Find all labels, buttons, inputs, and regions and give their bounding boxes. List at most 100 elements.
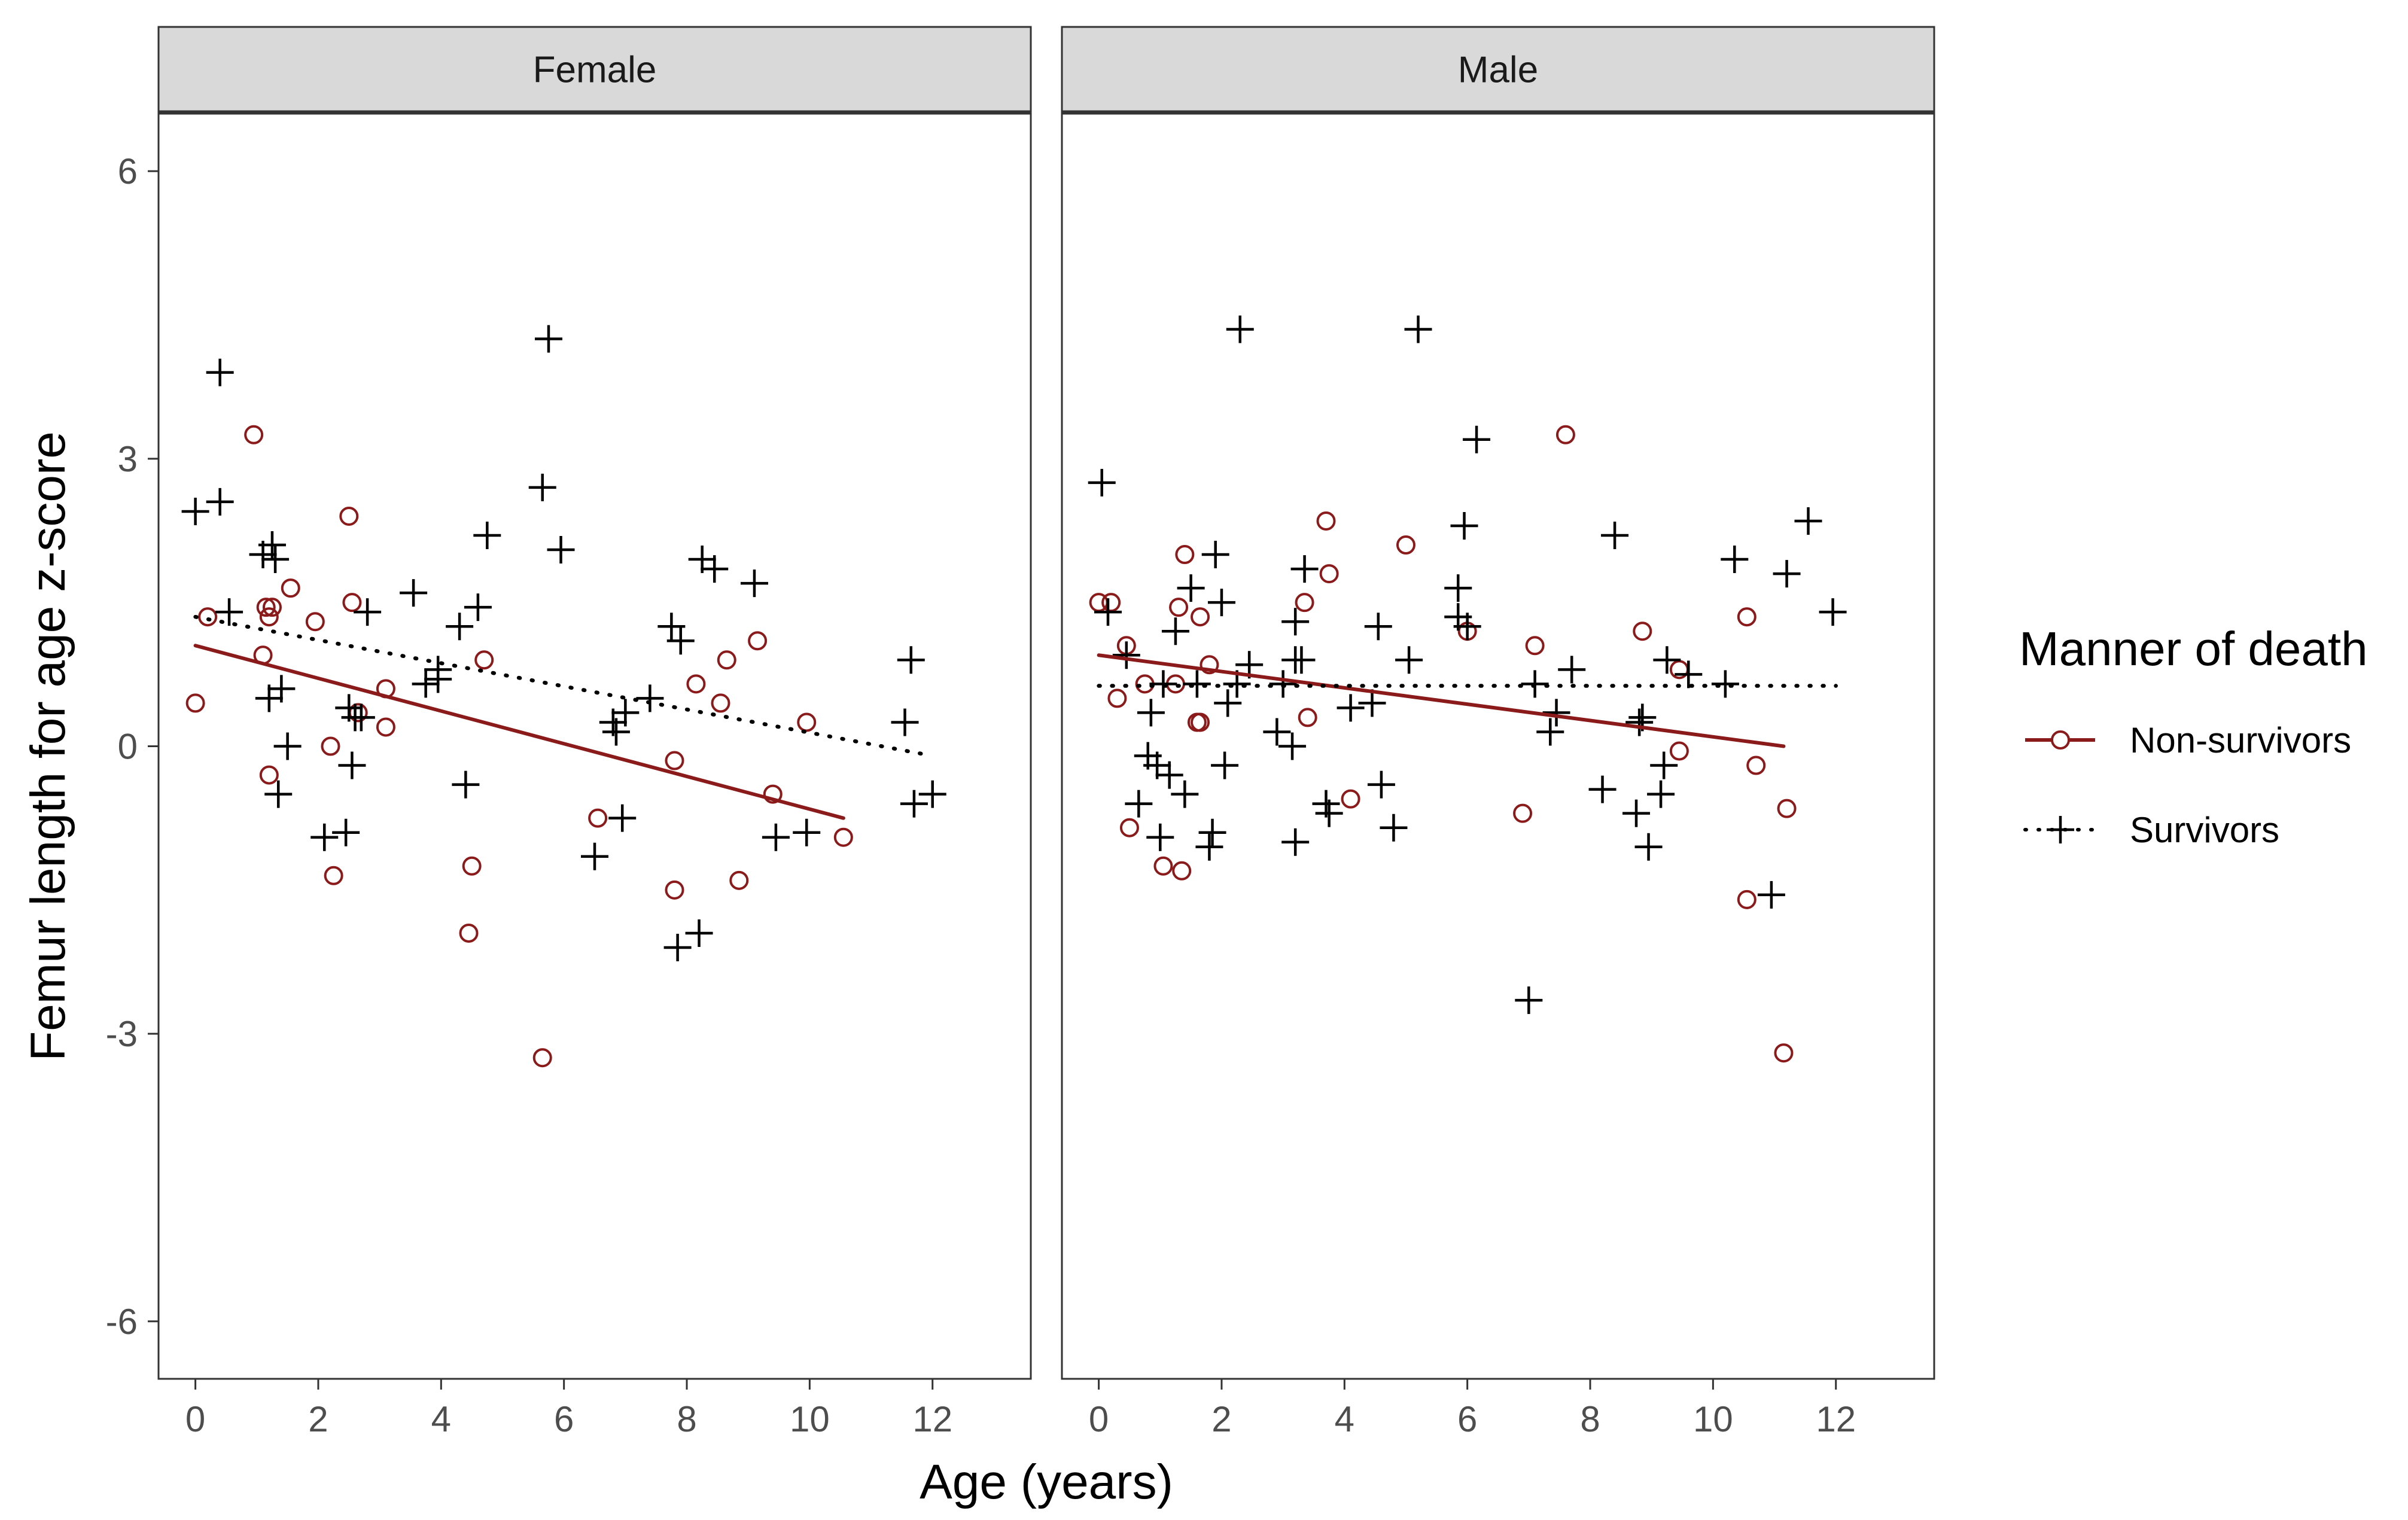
data-point-plus bbox=[1137, 699, 1165, 727]
x-tick-label: 6 bbox=[554, 1399, 574, 1439]
data-point-circle bbox=[1175, 545, 1195, 565]
data-point-plus bbox=[1358, 689, 1386, 717]
data-point-plus bbox=[701, 555, 729, 583]
data-point-plus bbox=[1463, 425, 1491, 453]
series-survivors-male bbox=[1088, 315, 1847, 1015]
y-tick-label: 0 bbox=[118, 727, 138, 767]
data-point-plus bbox=[1721, 546, 1749, 574]
data-point-circle bbox=[376, 717, 395, 737]
data-point-plus bbox=[1634, 833, 1663, 861]
data-point-plus bbox=[1650, 751, 1678, 779]
data-point-plus bbox=[636, 684, 664, 712]
data-point-plus bbox=[1278, 732, 1307, 760]
trend-line-non-survivors bbox=[193, 644, 845, 820]
data-point-circle bbox=[729, 870, 749, 890]
data-point-plus bbox=[215, 598, 243, 626]
data-point-circle bbox=[665, 880, 684, 900]
data-point-circle bbox=[833, 827, 853, 847]
data-point-plus bbox=[258, 531, 286, 559]
data-point-plus bbox=[347, 703, 375, 732]
data-point-plus bbox=[1155, 761, 1183, 789]
data-point-plus bbox=[1177, 574, 1205, 602]
panel-female: Female 0 2 4 6 8 10 12 -6 -3 0 3 6 bbox=[106, 26, 1032, 1439]
data-point-circle bbox=[1119, 818, 1139, 837]
y-tick-label: -6 bbox=[106, 1302, 138, 1342]
data-point-circle bbox=[198, 607, 218, 627]
data-point-plus bbox=[666, 627, 695, 655]
trend-line-non-survivors bbox=[1097, 653, 1786, 748]
data-point-circle bbox=[244, 425, 264, 444]
data-point-plus bbox=[267, 675, 296, 703]
x-tick-label: 0 bbox=[185, 1399, 205, 1439]
x-tick-label: 2 bbox=[1211, 1399, 1231, 1439]
x-tick-label: 12 bbox=[1816, 1399, 1856, 1439]
data-point-circle bbox=[1633, 622, 1652, 641]
x-tick-label: 12 bbox=[912, 1399, 952, 1439]
legend-item-survivors: Survivors bbox=[2023, 810, 2279, 850]
data-point-circle bbox=[1669, 741, 1689, 761]
data-point-circle bbox=[1316, 511, 1336, 531]
data-point-circle bbox=[711, 693, 730, 713]
data-point-plus bbox=[1622, 799, 1651, 827]
data-point-plus bbox=[685, 919, 713, 947]
data-point-circle bbox=[305, 612, 325, 632]
data-point-plus bbox=[1773, 560, 1801, 588]
data-point-plus bbox=[1198, 818, 1226, 846]
x-axis-title: Age (years) bbox=[920, 1455, 1173, 1509]
data-point-plus bbox=[332, 818, 360, 846]
data-point-plus bbox=[1536, 718, 1564, 746]
data-point-plus bbox=[338, 751, 366, 779]
data-point-circle bbox=[259, 765, 279, 785]
data-point-circle bbox=[462, 856, 482, 876]
x-tick-label: 10 bbox=[790, 1399, 830, 1439]
data-point-plus bbox=[261, 546, 290, 574]
data-point-circle bbox=[474, 650, 494, 670]
data-point-circle bbox=[1513, 803, 1533, 823]
data-point-circle bbox=[1191, 607, 1210, 627]
data-point-plus bbox=[1653, 646, 1681, 674]
data-point-plus bbox=[547, 536, 575, 564]
data-point-plus bbox=[473, 522, 501, 549]
data-point-plus bbox=[310, 823, 339, 851]
data-point-plus bbox=[1207, 589, 1235, 617]
data-point-plus bbox=[1112, 641, 1140, 669]
data-point-plus bbox=[1201, 541, 1229, 569]
data-point-plus bbox=[1214, 689, 1242, 717]
data-point-plus bbox=[1521, 670, 1549, 698]
data-point-plus bbox=[206, 358, 234, 386]
strip-male bbox=[1061, 26, 1935, 114]
data-point-plus bbox=[1367, 770, 1395, 799]
legend-item-non-survivors: Non-survivors bbox=[2025, 720, 2351, 760]
strip-label-female: Female bbox=[533, 50, 657, 91]
data-point-plus bbox=[1088, 468, 1116, 496]
data-point-plus bbox=[657, 613, 686, 641]
data-point-plus bbox=[412, 670, 440, 698]
data-point-circle bbox=[185, 693, 205, 713]
data-point-plus bbox=[1453, 613, 1481, 641]
data-point-plus bbox=[1404, 315, 1432, 343]
data-point-plus bbox=[1281, 608, 1310, 636]
data-point-plus bbox=[1337, 694, 1365, 722]
y-tick-label: 6 bbox=[118, 151, 138, 191]
data-point-plus bbox=[1161, 617, 1189, 645]
data-point-circle bbox=[281, 578, 300, 598]
data-point-plus bbox=[608, 804, 637, 832]
data-point-plus bbox=[1450, 511, 1478, 540]
data-point-plus bbox=[663, 933, 692, 961]
legend-key-circle bbox=[2051, 730, 2070, 750]
data-point-circle bbox=[1555, 425, 1575, 444]
data-point-plus bbox=[891, 708, 919, 736]
data-point-circle bbox=[1295, 593, 1314, 613]
x-tick-label: 8 bbox=[1580, 1399, 1600, 1439]
x-tick-label: 0 bbox=[1089, 1399, 1109, 1439]
data-point-plus bbox=[900, 790, 928, 818]
data-point-plus bbox=[1794, 507, 1822, 535]
data-point-plus bbox=[1094, 598, 1122, 626]
data-point-plus bbox=[1675, 660, 1703, 689]
series-non-survivors-male bbox=[1089, 425, 1797, 1063]
x-tick-label: 10 bbox=[1693, 1399, 1733, 1439]
data-point-circle bbox=[686, 674, 706, 694]
data-point-plus bbox=[452, 770, 480, 799]
data-point-plus bbox=[1515, 986, 1543, 1015]
panel-border-female bbox=[157, 112, 1032, 1380]
